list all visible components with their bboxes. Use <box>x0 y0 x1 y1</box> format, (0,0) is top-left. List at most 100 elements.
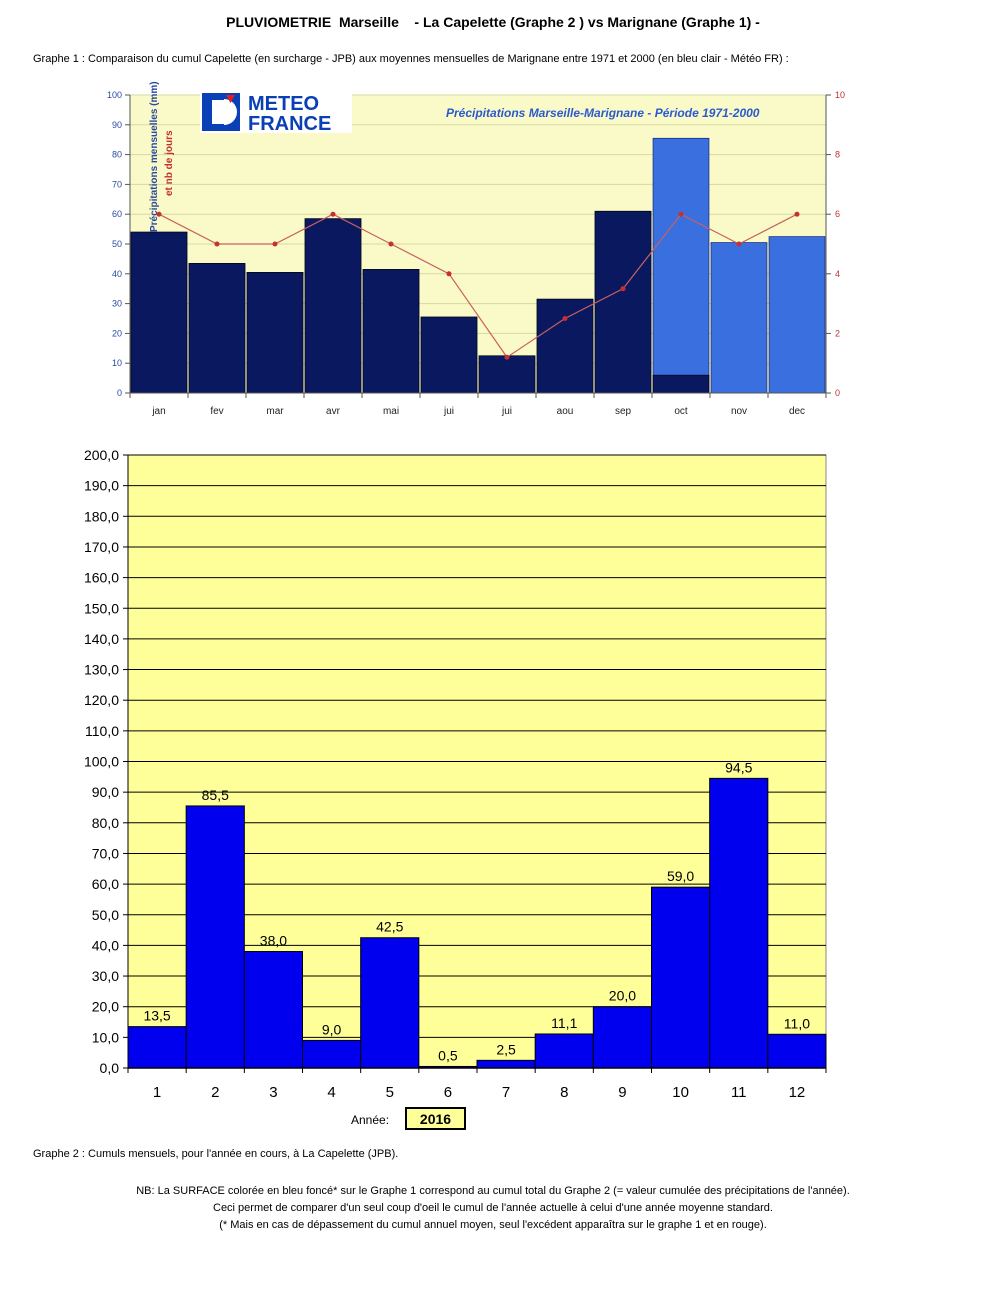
y-tick-label: 100,0 <box>84 754 119 770</box>
y-axis-label: Précipitations mensuelles (mm) <box>149 81 160 232</box>
chart1-title: Précipitations Marseille-Marignane - Pér… <box>446 106 760 120</box>
graph2-chart: 0,0 10,0 20,0 30,0 40,0 50,0 60,0 70,0 80,0 90,0 1… <box>84 447 827 1130</box>
y-tick-label: 200,0 <box>84 447 119 463</box>
y2-tick-label: 0 <box>835 388 840 398</box>
x-tick-label: jui <box>443 406 454 417</box>
x-tick-label: nov <box>731 406 747 417</box>
rain-days-point <box>156 211 162 217</box>
x-tick-label: 1 <box>153 1084 161 1101</box>
x-tick-label: jan <box>151 406 165 417</box>
bar-value-label: 42,5 <box>376 919 403 935</box>
meteo-france-logo: METEO FRANCE <box>200 91 352 138</box>
y-tick-label: 170,0 <box>84 539 119 555</box>
y2-axis-label: et nb de jours <box>164 130 175 196</box>
bar-value-label: 20,0 <box>609 988 636 1004</box>
bar-capelette-cumul <box>536 298 594 394</box>
y-tick-label: 150,0 <box>84 600 119 616</box>
rain-days-point <box>562 316 568 321</box>
year-label: Année: <box>351 1113 389 1127</box>
y-tick-label: 190,0 <box>84 478 119 494</box>
x-tick-label: jui <box>501 406 512 417</box>
year-box <box>405 1107 466 1130</box>
y-tick-label: 120,0 <box>84 692 119 708</box>
rain-days-line <box>158 213 798 359</box>
bar-marignane-average <box>710 242 768 394</box>
x-tick-label: 5 <box>386 1084 394 1101</box>
bar-value-label: 2,5 <box>496 1041 516 1057</box>
bar-monthly-cumul <box>592 1006 652 1069</box>
bar-value-label: 13,5 <box>143 1008 170 1024</box>
bar-marignane-average <box>652 137 710 394</box>
bar-capelette-cumul <box>594 210 652 394</box>
bar-value-label: 38,0 <box>260 933 287 949</box>
bar-value-label: 59,0 <box>667 868 694 884</box>
bar-value-label: 11,1 <box>551 1015 577 1031</box>
y-tick-label: 30 <box>112 299 122 309</box>
rain-days-point <box>388 241 394 247</box>
y2-tick-label: 2 <box>835 328 840 338</box>
bar-value-label: 9,0 <box>322 1021 342 1037</box>
svg-text:FRANCE: FRANCE <box>248 113 331 133</box>
graph2-caption: Graphe 2 : Cumuls mensuels, pour l'année… <box>33 1148 399 1160</box>
y-tick-label: 90,0 <box>92 784 119 800</box>
y-tick-label: 80,0 <box>92 815 119 831</box>
page-title: PLUVIOMETRIE Marseille - La Capelette (G… <box>226 14 760 30</box>
bar-monthly-cumul <box>767 1033 827 1069</box>
year-value: 2016 <box>420 1111 451 1127</box>
y-tick-label: 70,0 <box>92 845 119 861</box>
bar-capelette-cumul <box>478 355 536 394</box>
rain-days-point <box>214 241 220 247</box>
x-tick-label: sep <box>615 406 632 417</box>
rain-days-point <box>678 211 684 217</box>
bar-monthly-cumul <box>185 805 245 1069</box>
x-tick-label: 7 <box>502 1084 510 1101</box>
bar-marignane-average <box>768 236 826 394</box>
x-tick-label: 9 <box>618 1084 626 1101</box>
bar-monthly-cumul <box>651 886 711 1069</box>
rain-days-point <box>272 241 278 247</box>
x-tick-label: 8 <box>560 1084 568 1101</box>
x-tick-label: 2 <box>211 1084 219 1101</box>
bar-monthly-cumul <box>127 1026 187 1069</box>
y-tick-label: 50 <box>112 239 122 249</box>
y-tick-label: 10,0 <box>92 1029 119 1045</box>
y-tick-label: 130,0 <box>84 662 119 678</box>
y-tick-label: 0,0 <box>100 1060 120 1076</box>
rain-days-point <box>620 286 626 292</box>
footnote-line: Ceci permet de comparer d'un seul coup d… <box>213 1202 773 1214</box>
y-tick-label: 160,0 <box>84 570 119 586</box>
x-tick-label: dec <box>789 406 805 417</box>
y2-tick-label: 10 <box>835 90 845 100</box>
bar-monthly-cumul <box>302 1039 362 1069</box>
x-tick-label: avr <box>326 406 341 417</box>
y-tick-label: 110,0 <box>85 723 119 739</box>
y-tick-label: 60,0 <box>92 876 119 892</box>
y-tick-label: 80 <box>112 150 122 160</box>
y-tick-label: 20,0 <box>92 999 119 1015</box>
y-tick-label: 0 <box>117 388 122 398</box>
x-tick-label: 10 <box>672 1084 689 1101</box>
bar-value-label: 0,5 <box>438 1047 458 1063</box>
bar-value-label: 11,0 <box>784 1015 810 1031</box>
y-tick-label: 10 <box>112 358 122 368</box>
bar-monthly-cumul <box>534 1033 594 1069</box>
y-tick-label: 40,0 <box>92 937 119 953</box>
bar-capelette-cumul <box>362 269 420 394</box>
x-tick-label: 6 <box>444 1084 452 1101</box>
x-tick-label: mai <box>383 406 399 417</box>
y-tick-label: 70 <box>112 179 122 189</box>
bar-monthly-cumul <box>709 777 769 1069</box>
rain-days-point <box>504 354 510 360</box>
rain-days-point <box>330 211 336 217</box>
y-tick-label: 40 <box>112 269 122 279</box>
x-tick-label: 11 <box>731 1084 747 1101</box>
y2-tick-label: 6 <box>835 209 840 219</box>
y-tick-label: 180,0 <box>84 508 119 524</box>
y-tick-label: 140,0 <box>84 631 119 647</box>
x-tick-label: aou <box>557 406 574 417</box>
y-tick-label: 50,0 <box>92 907 119 923</box>
x-tick-label: mar <box>266 406 284 417</box>
footnote: NB: La SURFACE colorée en bleu foncé* su… <box>0 1183 986 1234</box>
bar-value-label: 94,5 <box>725 759 752 775</box>
x-tick-label: fev <box>210 406 223 417</box>
